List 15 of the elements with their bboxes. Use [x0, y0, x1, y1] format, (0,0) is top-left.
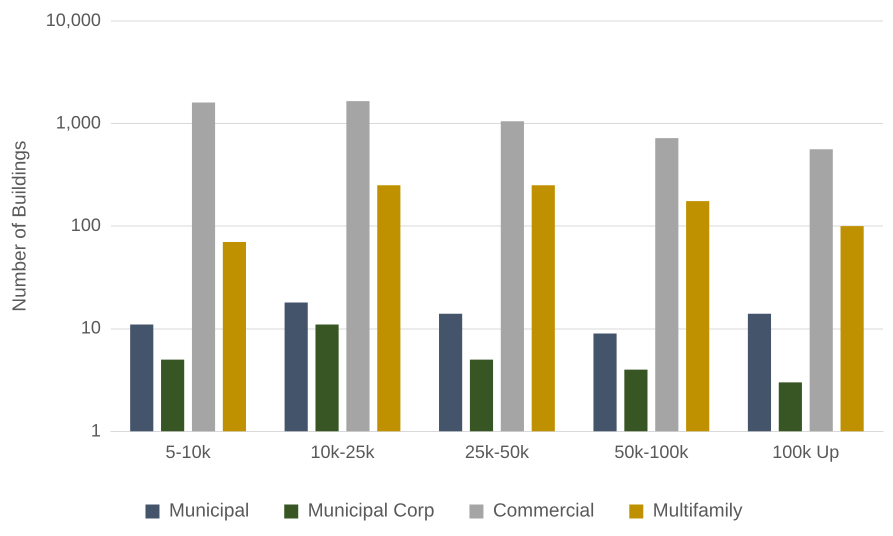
x-tick-label: 25k-50k	[464, 442, 530, 462]
y-tick-label: 100	[70, 215, 101, 236]
legend-label: Municipal Corp	[308, 500, 434, 522]
y-tick-label: 10,000	[46, 10, 101, 30]
y-tick-label: 1,000	[56, 112, 101, 132]
x-tick-label: 100k Up	[772, 442, 840, 462]
x-tick-label: 5-10k	[166, 442, 212, 462]
y-tick-label: 1	[90, 420, 101, 440]
legend-label: Municipal	[168, 500, 250, 522]
x-tick-label: 10k-25k	[310, 442, 376, 462]
legend-label: Multifamily	[652, 500, 744, 522]
x-tick-label: 50k-100k	[614, 442, 690, 462]
y-tick-label: 10	[80, 318, 101, 338]
legend-label: Commercial	[492, 500, 594, 522]
y-axis-title: Number of Buildings	[10, 140, 31, 312]
